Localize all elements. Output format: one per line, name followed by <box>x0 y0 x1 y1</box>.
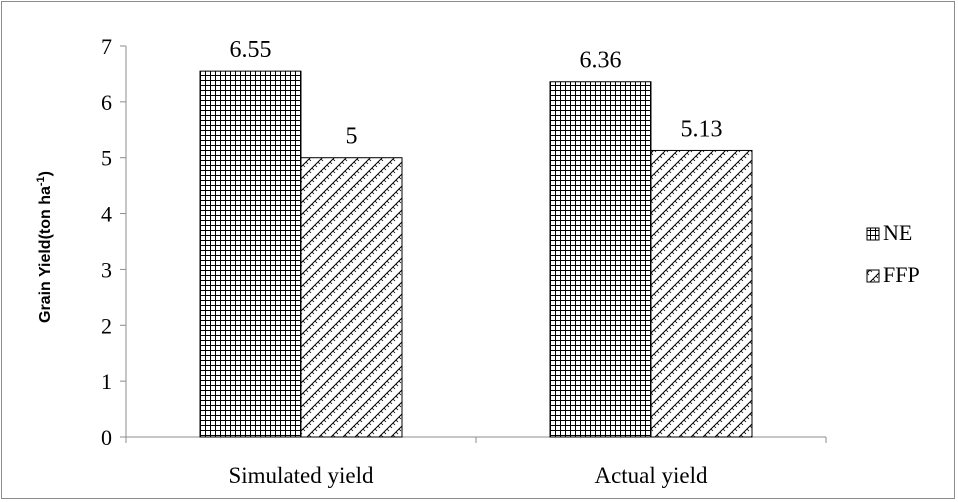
legend-swatch-ne <box>866 227 880 241</box>
data-labels: 6.55 5 6.36 5.13 <box>230 37 723 150</box>
data-label-ffp-2: 5.13 <box>681 116 723 142</box>
legend-swatch-ffp <box>866 269 880 283</box>
bar-ffp-2 <box>650 149 753 438</box>
y-axis-label-superscript: -1 <box>35 176 47 186</box>
legend-label-ffp: FFP <box>883 262 920 287</box>
bar-ffp-1 <box>300 157 403 438</box>
y-tick-label: 6 <box>101 90 112 115</box>
y-ticks: 0 1 2 3 4 5 6 7 <box>101 34 827 450</box>
y-tick-label: 7 <box>101 34 112 59</box>
y-tick-label: 2 <box>101 313 112 338</box>
category-label: Actual yield <box>594 463 708 488</box>
bar-ne-2 <box>549 81 652 438</box>
y-tick-label: 0 <box>101 425 112 450</box>
category-label: Simulated yield <box>228 463 374 488</box>
bar-ne-1 <box>199 70 302 438</box>
y-tick-label: 1 <box>101 369 112 394</box>
legend-label-ne: NE <box>883 220 912 245</box>
bars <box>199 70 753 438</box>
y-axis-label: Grain Yield(ton ha-1) <box>35 171 54 323</box>
y-tick-label: 4 <box>101 202 112 227</box>
data-label-ne-2: 6.36 <box>580 48 622 74</box>
legend: NE FFP <box>866 220 920 287</box>
category-labels: Simulated yield Actual yield <box>228 463 708 488</box>
y-tick-label: 3 <box>101 257 112 282</box>
y-tick-label: 5 <box>101 146 112 171</box>
data-label-ne-1: 6.55 <box>230 37 272 63</box>
data-label-ffp-1: 5 <box>346 124 358 150</box>
